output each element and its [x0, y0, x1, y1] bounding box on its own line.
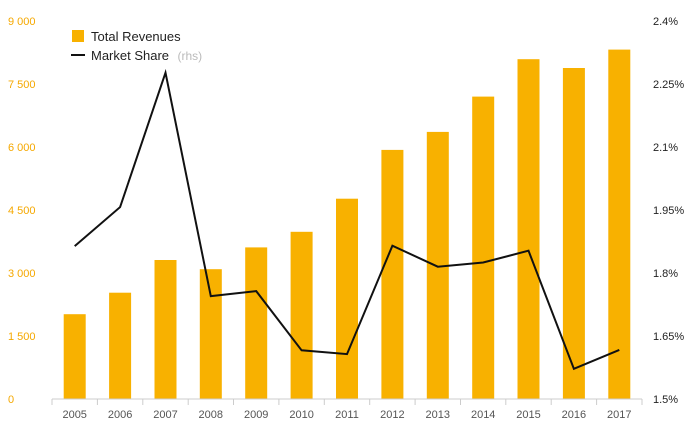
bar-2010	[290, 231, 313, 399]
right-tick-label: 2.1%	[653, 142, 678, 154]
bar-2009	[245, 247, 268, 399]
bar-2013	[426, 131, 449, 399]
left-tick-label: 4 500	[8, 205, 36, 217]
left-tick-label: 7 500	[8, 79, 36, 91]
x-tick-label: 2017	[607, 409, 631, 421]
x-tick-label: 2011	[335, 409, 359, 421]
x-tick-label: 2014	[471, 409, 495, 421]
line-group	[74, 68, 620, 371]
legend-label-market-share-suffix: (rhs)	[178, 49, 203, 63]
right-tick-label: 2.25%	[653, 79, 684, 91]
legend-swatch-total-revenues	[72, 30, 84, 42]
left-tick-label: 6 000	[8, 142, 36, 154]
bar-2012	[381, 149, 404, 399]
right-tick-label: 2.4%	[653, 16, 678, 28]
legend: Total Revenues Market Share (rhs)	[71, 29, 202, 64]
left-tick-label: 9 000	[8, 16, 36, 28]
bar-2008	[199, 269, 222, 399]
x-tick-label: 2010	[289, 409, 313, 421]
left-axis-ticks: 0 1 500 3 000 4 500 6 000 7 500 9 000	[8, 16, 36, 406]
x-tick-label: 2005	[62, 409, 86, 421]
legend-label-total-revenues: Total Revenues	[91, 29, 181, 44]
bar-2017	[608, 49, 631, 399]
right-axis-ticks: 1.5% 1.65% 1.8% 1.95% 2.1% 2.25% 2.4%	[653, 16, 684, 406]
x-tick-label: 2012	[380, 409, 404, 421]
x-tick-label: 2009	[244, 409, 268, 421]
x-axis-ticks: 2005 2006 2007 2008 2009 2010 2011 2012 2013 2014…	[51, 399, 643, 421]
legend-label-market-share-name: Market Share	[91, 48, 169, 63]
right-tick-label: 1.8%	[653, 268, 678, 280]
left-tick-label: 0	[8, 394, 14, 406]
bar-2006	[109, 292, 132, 399]
legend-label-market-share: Market Share (rhs)	[91, 47, 202, 64]
left-tick-label: 3 000	[8, 268, 36, 280]
bar-2016	[562, 68, 585, 399]
bars-group	[63, 49, 631, 399]
right-tick-label: 1.65%	[653, 331, 684, 343]
x-tick-label: 2015	[516, 409, 540, 421]
bar-2014	[472, 96, 495, 399]
bar-2007	[154, 260, 177, 399]
bar-2015	[517, 59, 540, 399]
x-tick-label: 2013	[426, 409, 450, 421]
x-tick-label: 2008	[199, 409, 223, 421]
left-tick-label: 1 500	[8, 331, 36, 343]
x-tick-label: 2007	[153, 409, 177, 421]
right-tick-label: 1.95%	[653, 205, 684, 217]
bar-2011	[336, 198, 358, 399]
market-share-line	[74, 68, 620, 371]
x-tick-label: 2016	[562, 409, 586, 421]
right-tick-label: 1.5%	[653, 394, 678, 406]
x-tick-label: 2006	[108, 409, 132, 421]
bar-2005	[63, 314, 86, 399]
